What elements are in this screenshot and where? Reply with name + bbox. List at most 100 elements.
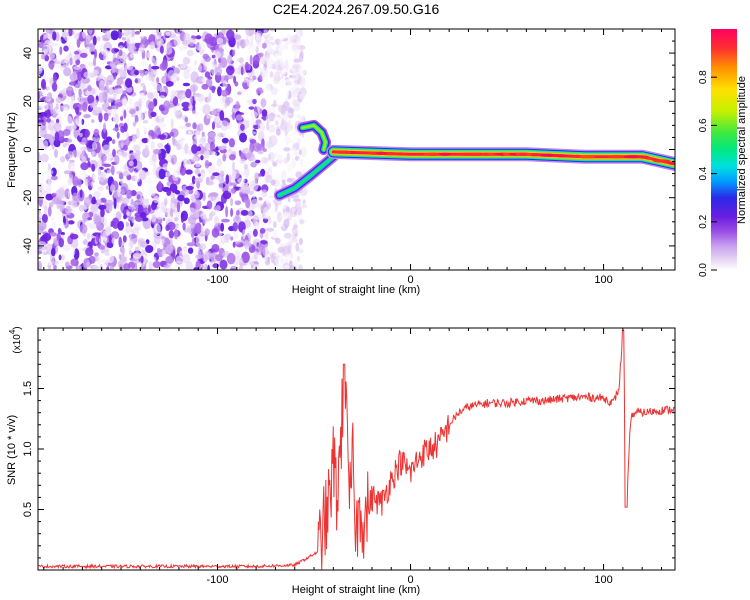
spectrogram-noise-blob: [99, 197, 107, 203]
spectrogram-noise-blob: [213, 97, 217, 109]
spectrogram-noise-blob: [80, 52, 88, 58]
spectrogram-noise-blob: [119, 132, 128, 141]
spectrogram-noise-blob: [44, 169, 54, 175]
spectrogram-noise-blob: [98, 112, 103, 123]
spectrogram-noise-blob: [262, 42, 267, 49]
spectrogram-noise-blob: [156, 29, 160, 34]
spectrogram-noise-blob: [212, 172, 220, 177]
spectrogram-noise-blob: [210, 211, 216, 217]
spectrogram-noise-blob: [271, 160, 275, 166]
spectrogram-noise-blob: [243, 163, 248, 170]
spectrogram-noise-blob: [292, 90, 299, 98]
spectrogram-noise-blob: [231, 187, 236, 194]
spectrogram-noise-blob: [293, 219, 298, 226]
spectrogram-noise-blob: [65, 261, 70, 267]
spectrogram-noise-blob: [237, 163, 243, 168]
spectrogram-noise-blob: [133, 223, 141, 228]
spectrogram-noise-blob: [75, 210, 81, 218]
spectrogram-noise-blob: [49, 52, 55, 60]
spectrogram-noise-blob: [121, 197, 130, 205]
spectrogram-noise-blob: [195, 260, 201, 269]
spectrogram-noise-blob: [81, 137, 87, 146]
spectrogram-noise-blob: [270, 87, 278, 96]
spectrogram-noise-blob: [128, 160, 134, 167]
spectrogram-noise-blob: [135, 121, 140, 128]
spectrogram-noise-blob: [72, 176, 79, 187]
snr-scale-prefix: (x10: [12, 334, 23, 354]
spectrogram-noise-blob: [194, 168, 201, 175]
spectrogram-noise-blob: [75, 117, 83, 127]
spectrogram-noise-blob: [100, 216, 108, 224]
spectrogram-noise-blob: [188, 38, 197, 44]
x-tick-label: 0: [407, 274, 413, 286]
spectrogram-noise-blob: [209, 141, 215, 152]
spectrogram-noise-blob: [286, 77, 294, 87]
spectrogram-noise-blob: [235, 101, 240, 112]
spectrogram-noise-blob: [45, 95, 52, 102]
spectrogram-noise-blob: [284, 41, 289, 51]
spectrogram-noise-blob: [144, 70, 150, 80]
spectrogram-x-axis-label: Height of straight line (km): [292, 284, 420, 296]
spectrogram-noise-blob: [41, 78, 46, 89]
spectrogram-noise-blob: [204, 228, 210, 237]
spectrogram-noise-blob: [256, 87, 264, 94]
spectrogram-noise-blob: [277, 246, 285, 253]
spectrogram-noise-blob: [215, 116, 221, 123]
spectrogram-noise-blob: [194, 222, 202, 235]
spectrogram-noise-blob: [133, 50, 139, 54]
spectrogram-noise-blob: [121, 151, 128, 158]
spectrogram-noise-blob: [95, 107, 100, 114]
spectrogram-noise-blob: [134, 69, 140, 76]
spectrogram-noise-blob: [46, 117, 51, 123]
spectrogram-noise-blob: [217, 165, 226, 176]
spectrogram-noise-blob: [163, 264, 170, 269]
spectrogram-noise-blob: [148, 185, 157, 197]
spectrogram-noise-blob: [226, 29, 235, 40]
spectrogram-noise-blob: [204, 159, 210, 169]
spectrogram-noise-blob: [295, 171, 303, 179]
spectrogram-noise-blob: [292, 228, 301, 234]
spectrogram-noise-blob: [261, 83, 271, 93]
spectrogram-noise-blob: [115, 60, 121, 65]
spectrogram-noise-blob: [94, 252, 99, 257]
spectrogram-noise-blob: [192, 122, 197, 130]
spectrogram-noise-blob: [91, 163, 96, 172]
spectrogram-noise-blob: [279, 61, 286, 68]
spectrogram-noise-blob: [69, 57, 73, 66]
spectrogram-noise-blob: [60, 188, 66, 199]
spectrogram-noise-blob: [257, 122, 266, 133]
spectrogram-noise-blob: [174, 208, 178, 216]
spectrogram-noise-blob: [270, 186, 274, 198]
snr-y-axis-label: SNR (10 * v/v): [6, 415, 18, 485]
spectrogram-noise-blob: [38, 228, 44, 234]
spectrogram-noise-blob: [293, 54, 298, 59]
spectrogram-noise-blob: [91, 265, 101, 270]
spectrogram-noise-blob: [298, 149, 302, 156]
spectrogram-band-peak: [573, 154, 581, 158]
spectrogram-noise-blob: [63, 67, 72, 77]
spectrogram-noise-blob: [287, 195, 291, 203]
spectrogram-noise-blob: [165, 80, 174, 87]
spectrogram-noise-blob: [240, 181, 249, 191]
spectrogram-noise-blob: [208, 92, 212, 103]
svg-text:(x104): (x104): [8, 326, 23, 353]
spectrogram-noise-blob: [265, 114, 273, 123]
spectrogram-noise-blob: [102, 154, 112, 165]
spectrogram-noise-blob: [125, 86, 133, 93]
spectrogram-band-peak: [668, 161, 675, 165]
spectrogram-noise-blob: [183, 32, 191, 45]
spectrogram-noise-blob: [285, 206, 290, 213]
spectrogram-noise-blob: [130, 201, 139, 206]
spectrogram-noise-blob: [211, 151, 217, 160]
spectrogram-noise-blob: [141, 58, 148, 68]
spectrogram-noise-blob: [82, 29, 87, 39]
spectrogram-noise-blob: [173, 138, 177, 147]
spectrogram-noise-blob: [285, 97, 289, 103]
spectrogram-noise-blob: [134, 31, 140, 35]
spectrogram-band-peak: [423, 152, 440, 156]
spectrogram-noise-blob: [47, 180, 53, 190]
spectrogram-noise-blob: [200, 155, 204, 161]
spectrogram-noise-blob: [142, 120, 149, 124]
spectrogram-noise-blob: [180, 137, 185, 141]
spectrogram-noise-blob: [254, 172, 259, 182]
